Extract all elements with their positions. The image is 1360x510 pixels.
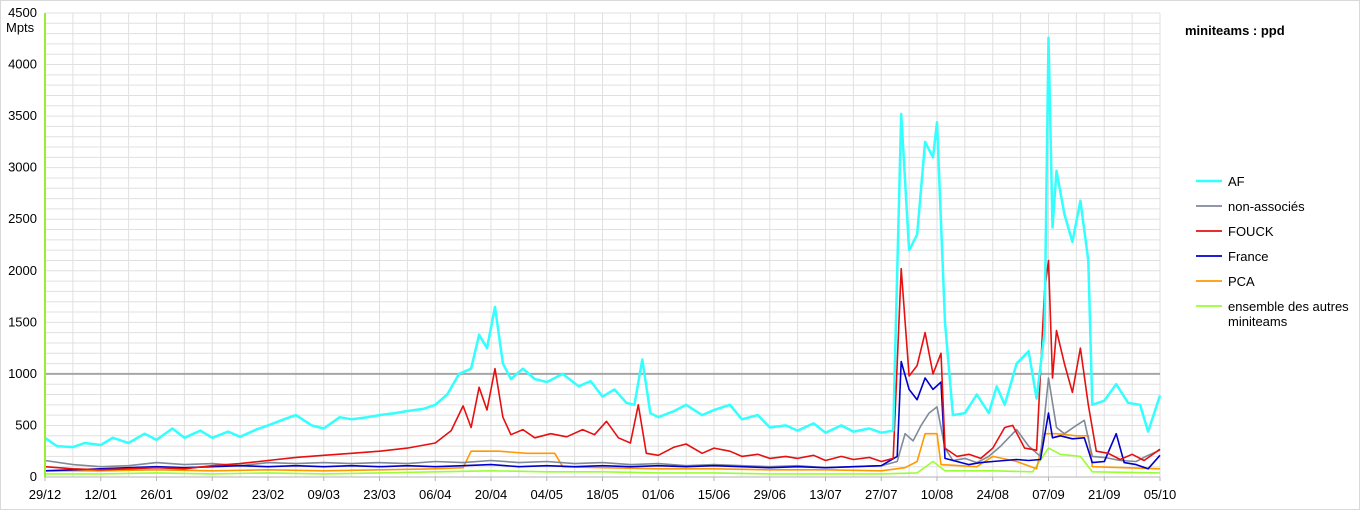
- y-tick-label: 2500: [8, 211, 37, 226]
- legend-label: AF: [1228, 174, 1245, 189]
- series-line-pca: [45, 432, 1161, 472]
- chart-grid: [44, 12, 1161, 478]
- series-line-france: [44, 360, 1161, 472]
- y-tick-label: 1000: [8, 366, 37, 381]
- x-tick-label: 21/09: [1088, 487, 1121, 502]
- x-tick-label: 29/06: [753, 487, 786, 502]
- x-tick-label: 27/07: [865, 487, 898, 502]
- x-tick-label: 07/09: [1032, 487, 1065, 502]
- x-tick-label: 15/06: [698, 487, 731, 502]
- y-axis-ticks: 0 500 1000 1500 2000 2500 3000 3500 4000 4500: [8, 5, 37, 484]
- series-line-ensemble-des-autres-miniteams: [45, 447, 1161, 475]
- x-tick-label: 23/02: [252, 487, 285, 502]
- chart-title: miniteams : ppd: [1185, 23, 1285, 38]
- x-tick-label: 12/01: [84, 487, 117, 502]
- y-tick-label: 4000: [8, 57, 37, 72]
- x-tick-label: 18/05: [586, 487, 619, 502]
- y-tick-label: 4500: [8, 5, 37, 20]
- y-tick-label: 1500: [8, 314, 37, 329]
- x-tick-label: 20/04: [475, 487, 508, 502]
- x-tick-label: 13/07: [809, 487, 842, 502]
- x-tick-label: 24/08: [976, 487, 1009, 502]
- x-tick-label: 23/03: [363, 487, 396, 502]
- series-line-af: [44, 36, 1162, 449]
- x-tick-label: 09/03: [307, 487, 340, 502]
- chart-legend: AF non-associés FOUCK France PCA ensemble des…: [1196, 174, 1349, 329]
- y-tick-label: 3500: [8, 108, 37, 123]
- legend-label: non-associés: [1228, 199, 1305, 214]
- y-tick-label: 2000: [8, 263, 37, 278]
- x-tick-label: 04/05: [530, 487, 563, 502]
- x-tick-label: 01/06: [642, 487, 675, 502]
- y-tick-label: 0: [30, 469, 37, 484]
- x-tick-label: 29/12: [29, 487, 62, 502]
- legend-label: FOUCK: [1228, 224, 1274, 239]
- x-tick-label: 10/08: [921, 487, 954, 502]
- x-tick-label: 09/02: [196, 487, 229, 502]
- y-axis-unit-label: Mpts: [6, 20, 35, 35]
- legend-label: France: [1228, 249, 1268, 264]
- legend-label: PCA: [1228, 274, 1255, 289]
- x-tick-label: 26/01: [140, 487, 173, 502]
- y-tick-label: 3000: [8, 160, 37, 175]
- x-tick-label: 06/04: [419, 487, 452, 502]
- legend-label: ensemble des autres miniteams: [1228, 299, 1349, 329]
- y-tick-label: 500: [15, 417, 37, 432]
- x-axis-ticks: 29/12 12/01 26/01 09/02 23/02 09/03 23/03 06/04…: [29, 477, 1177, 502]
- x-tick-label: 05/10: [1144, 487, 1177, 502]
- chart-series: [44, 36, 1162, 475]
